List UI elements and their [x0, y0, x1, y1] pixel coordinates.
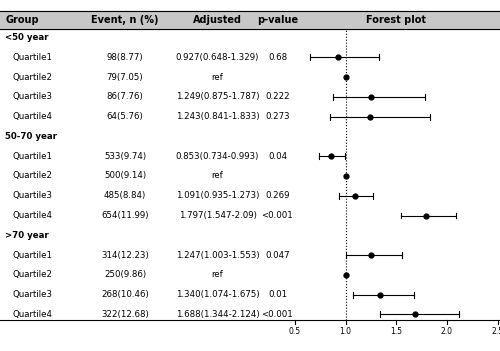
Bar: [0, 11, 500, 29]
Text: 0.853(0.734-0.993): 0.853(0.734-0.993): [176, 152, 259, 161]
Text: Adjusted: Adjusted: [193, 15, 242, 25]
Text: 0.04: 0.04: [268, 152, 287, 161]
Text: 533(9.74): 533(9.74): [104, 152, 146, 161]
Text: 314(12.23): 314(12.23): [101, 251, 149, 260]
Text: 1.243(0.841-1.833): 1.243(0.841-1.833): [176, 112, 260, 121]
Text: 2.0: 2.0: [441, 327, 453, 336]
Text: Quartile3: Quartile3: [12, 191, 52, 200]
Text: Quartile4: Quartile4: [12, 211, 52, 220]
Text: 79(7.05): 79(7.05): [106, 73, 144, 81]
Text: Forest plot: Forest plot: [366, 15, 426, 25]
Text: 1.688(1.344-2.124): 1.688(1.344-2.124): [176, 310, 260, 319]
Text: 0.222: 0.222: [265, 92, 290, 101]
Text: Quartile1: Quartile1: [12, 152, 52, 161]
Text: 1.5: 1.5: [390, 327, 402, 336]
Text: 322(12.68): 322(12.68): [101, 310, 149, 319]
Text: 0.927(0.648-1.329): 0.927(0.648-1.329): [176, 53, 259, 62]
Text: Quartile4: Quartile4: [12, 310, 52, 319]
Text: 1.797(1.547-2.09): 1.797(1.547-2.09): [178, 211, 256, 220]
Text: 0.68: 0.68: [268, 53, 287, 62]
Text: Event, n (%): Event, n (%): [91, 15, 159, 25]
Text: p-value: p-value: [257, 15, 298, 25]
Text: <0.001: <0.001: [262, 211, 294, 220]
Text: 485(8.84): 485(8.84): [104, 191, 146, 200]
Text: 1.247(1.003-1.553): 1.247(1.003-1.553): [176, 251, 260, 260]
Text: >70 year: >70 year: [5, 231, 49, 240]
Text: 0.273: 0.273: [265, 112, 290, 121]
Text: Quartile1: Quartile1: [12, 53, 52, 62]
Text: 250(9.86): 250(9.86): [104, 270, 146, 279]
Text: ref: ref: [212, 171, 224, 180]
Text: Quartile1: Quartile1: [12, 251, 52, 260]
Text: Quartile4: Quartile4: [12, 112, 52, 121]
Text: Quartile2: Quartile2: [12, 171, 52, 180]
Text: 2.5: 2.5: [492, 327, 500, 336]
Text: Quartile3: Quartile3: [12, 290, 52, 299]
Text: <50 year: <50 year: [5, 33, 49, 42]
Text: 0.269: 0.269: [265, 191, 290, 200]
Text: Quartile2: Quartile2: [12, 270, 52, 279]
Text: <0.001: <0.001: [262, 310, 294, 319]
Text: 1.091(0.935-1.273): 1.091(0.935-1.273): [176, 191, 259, 200]
Text: 0.01: 0.01: [268, 290, 287, 299]
Text: Quartile2: Quartile2: [12, 73, 52, 81]
Text: 500(9.14): 500(9.14): [104, 171, 146, 180]
Text: 64(5.76): 64(5.76): [106, 112, 144, 121]
Text: 86(7.76): 86(7.76): [106, 92, 144, 101]
Text: ref: ref: [212, 270, 224, 279]
Text: 1.249(0.875-1.787): 1.249(0.875-1.787): [176, 92, 259, 101]
Text: 1.340(1.074-1.675): 1.340(1.074-1.675): [176, 290, 260, 299]
Text: ref: ref: [212, 73, 224, 81]
Text: 0.047: 0.047: [265, 251, 290, 260]
Text: Quartile3: Quartile3: [12, 92, 52, 101]
Text: 1.0: 1.0: [340, 327, 351, 336]
Text: Group: Group: [5, 15, 38, 25]
Text: 654(11.99): 654(11.99): [101, 211, 149, 220]
Text: 268(10.46): 268(10.46): [101, 290, 149, 299]
Text: 98(8.77): 98(8.77): [106, 53, 144, 62]
Text: 0.5: 0.5: [289, 327, 301, 336]
Text: 50-70 year: 50-70 year: [5, 132, 57, 141]
